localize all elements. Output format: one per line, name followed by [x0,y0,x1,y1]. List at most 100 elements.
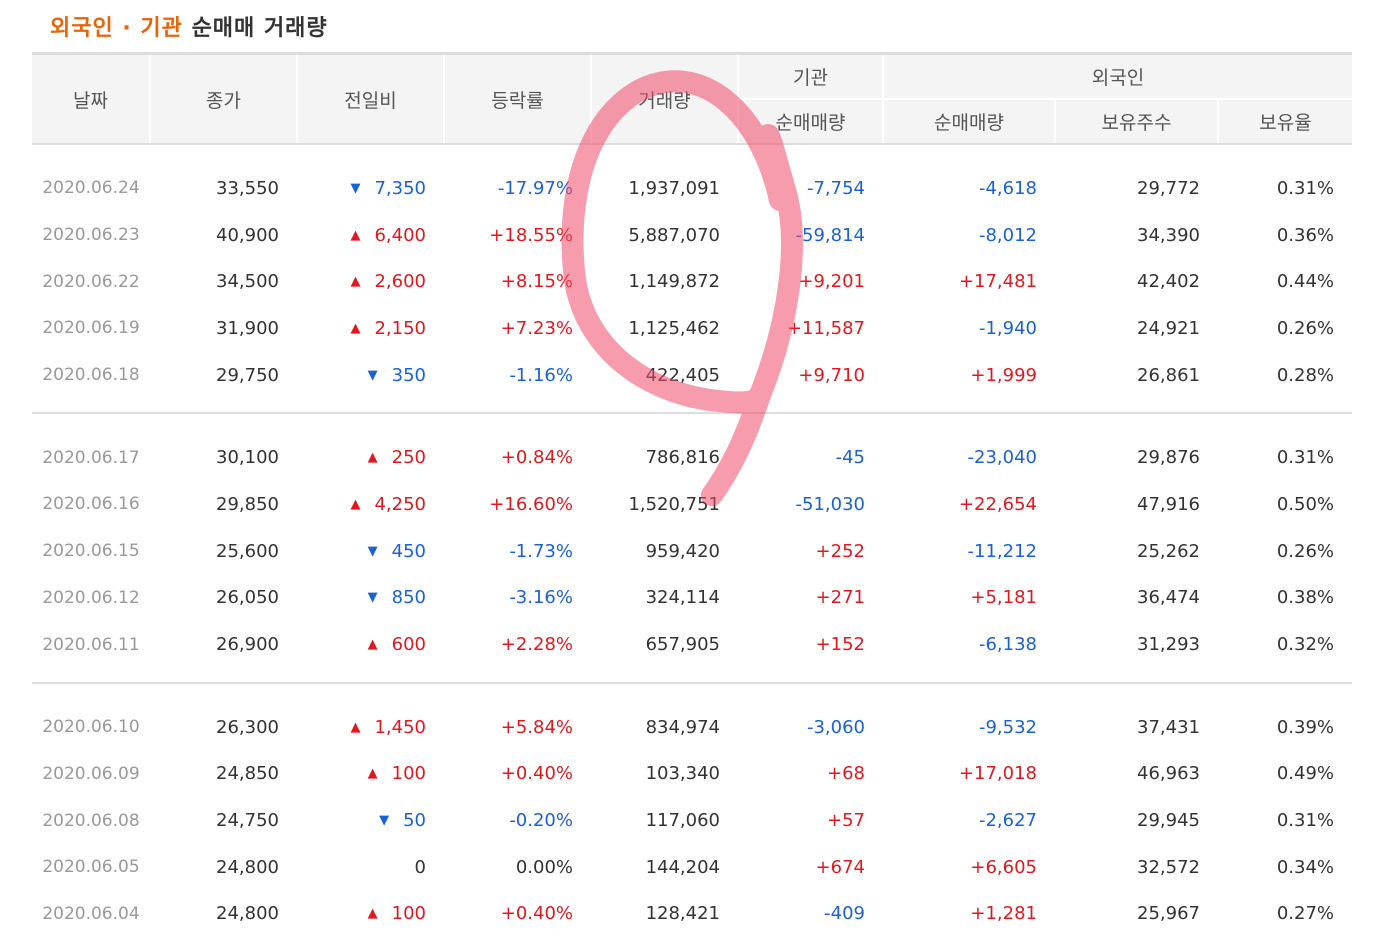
header-institution-net: 순매매량 [737,98,883,145]
cell-change-value: 350 [391,364,426,386]
cell-change-value: 0 [414,856,426,878]
cell-institution-net: -409 [824,903,865,925]
cell-change-value: 6,400 [374,224,426,246]
table-body: 2020.06.24 33,550 ▼ 7,350 -17.97% 1,937,091 -7… [32,144,1353,937]
header-institution: 기관 [737,52,883,99]
cell-change-value: 50 [403,810,426,832]
cell-change: ▲ 1,450 [297,704,444,751]
cell-close: 25,600 [216,540,279,562]
cell-institution-net: +271 [815,587,865,609]
triangle-up-icon: ▲ [350,227,361,243]
cell-foreign-ratio: 0.36% [1276,224,1335,246]
cell-foreign-net: -23,040 [967,447,1037,469]
cell-institution-net: +9,710 [798,364,865,386]
table-row: 2020.06.05 24,800 0 0.00% 144,204 +674 +6,605 3… [32,844,1352,891]
page-title: 외국인 · 기관 순매매 거래량 [50,10,328,42]
cell-foreign-net: -2,627 [978,810,1037,832]
cell-volume: 657,905 [645,634,720,656]
cell-change-value: 850 [391,587,426,609]
cell-date: 2020.06.16 [42,494,140,515]
cell-foreign-ratio: 0.39% [1276,716,1335,738]
table-row: 2020.06.15 25,600 ▼ 450 -1.73% 959,420 +252 -11… [32,528,1352,575]
cell-institution-net: +9,201 [798,271,865,293]
cell-volume: 1,520,751 [628,493,720,515]
cell-close: 24,800 [216,903,279,925]
cell-institution-net: -59,814 [795,224,865,246]
cell-foreign-ratio: 0.38% [1276,587,1335,609]
header-foreign-ratio: 보유율 [1216,98,1353,145]
cell-foreign-net: -1,940 [978,317,1037,339]
cell-foreign-holdings: 25,262 [1137,540,1200,562]
cell-institution-net: +57 [827,810,865,832]
cell-foreign-net: -8,012 [978,224,1037,246]
cell-rate: +18.55% [489,224,573,246]
cell-rate: +0.40% [500,903,573,925]
cell-date: 2020.06.17 [42,447,140,468]
cell-date: 2020.06.05 [42,857,140,878]
header-change: 전일비 [296,52,444,145]
triangle-down-icon: ▼ [367,590,378,606]
cell-close: 24,850 [216,763,279,785]
cell-close: 26,300 [216,716,279,738]
triangle-up-icon: ▲ [350,496,361,512]
cell-foreign-holdings: 24,921 [1137,317,1200,339]
cell-foreign-ratio: 0.27% [1276,903,1335,925]
cell-volume: 834,974 [645,716,720,738]
triangle-down-icon: ▼ [367,367,378,383]
title-accent: 외국인 · 기관 [50,16,183,41]
cell-rate: +5.84% [500,716,573,738]
cell-foreign-holdings: 26,861 [1137,364,1200,386]
cell-foreign-holdings: 47,916 [1137,493,1200,515]
cell-close: 40,900 [216,224,279,246]
cell-close: 30,100 [216,447,279,469]
cell-rate: +0.40% [500,763,573,785]
cell-change-value: 1,450 [374,716,426,738]
cell-institution-net: -7,754 [806,177,865,199]
cell-institution-net: +152 [815,634,865,656]
triangle-up-icon: ▲ [350,274,361,290]
triangle-down-icon: ▼ [367,543,378,559]
cell-foreign-holdings: 31,293 [1137,634,1200,656]
cell-foreign-ratio: 0.32% [1276,634,1335,656]
cell-institution-net: +252 [815,540,865,562]
cell-volume: 786,816 [645,447,720,469]
cell-date: 2020.06.04 [42,903,140,924]
cell-rate: -1.73% [509,540,573,562]
cell-foreign-ratio: 0.44% [1276,271,1335,293]
cell-foreign-net: -6,138 [978,634,1037,656]
triangle-up-icon: ▲ [350,719,361,735]
cell-foreign-net: +1,999 [970,364,1037,386]
cell-change: ▲ 6,400 [297,212,444,259]
cell-rate: +8.15% [500,271,573,293]
cell-rate: -17.97% [497,177,573,199]
header-date: 날짜 [32,52,150,145]
cell-institution-net: +11,587 [786,317,865,339]
cell-date: 2020.06.15 [42,541,140,562]
title-rest: 순매매 거래량 [191,16,328,41]
cell-date: 2020.06.08 [42,810,140,831]
cell-close: 26,900 [216,634,279,656]
header-volume: 거래량 [590,52,738,145]
cell-foreign-holdings: 37,431 [1137,716,1200,738]
cell-close: 24,750 [216,810,279,832]
cell-close: 29,850 [216,493,279,515]
table-row: 2020.06.12 26,050 ▼ 850 -3.16% 324,114 +271 +5,… [32,575,1352,622]
cell-close: 29,750 [216,364,279,386]
triangle-up-icon: ▲ [367,637,378,653]
cell-foreign-ratio: 0.50% [1276,493,1335,515]
cell-rate: +7.23% [500,317,573,339]
cell-change-value: 2,600 [374,271,426,293]
cell-foreign-net: +22,654 [958,493,1037,515]
cell-change: ▲ 2,600 [297,258,444,305]
cell-volume: 103,340 [645,763,720,785]
cell-close: 34,500 [216,271,279,293]
cell-change: ▲ 250 [297,434,444,481]
table-row: 2020.06.18 29,750 ▼ 350 -1.16% 422,405 +9,710 +… [32,352,1352,399]
triangle-down-icon: ▼ [350,180,361,196]
cell-institution-net: -45 [835,447,865,469]
cell-foreign-ratio: 0.31% [1276,810,1335,832]
triangle-up-icon: ▲ [350,320,361,336]
table-row: 2020.06.10 26,300 ▲ 1,450 +5.84% 834,974 -3,06… [32,704,1352,751]
triangle-up-icon: ▲ [367,450,378,466]
cell-foreign-net: +6,605 [970,856,1037,878]
